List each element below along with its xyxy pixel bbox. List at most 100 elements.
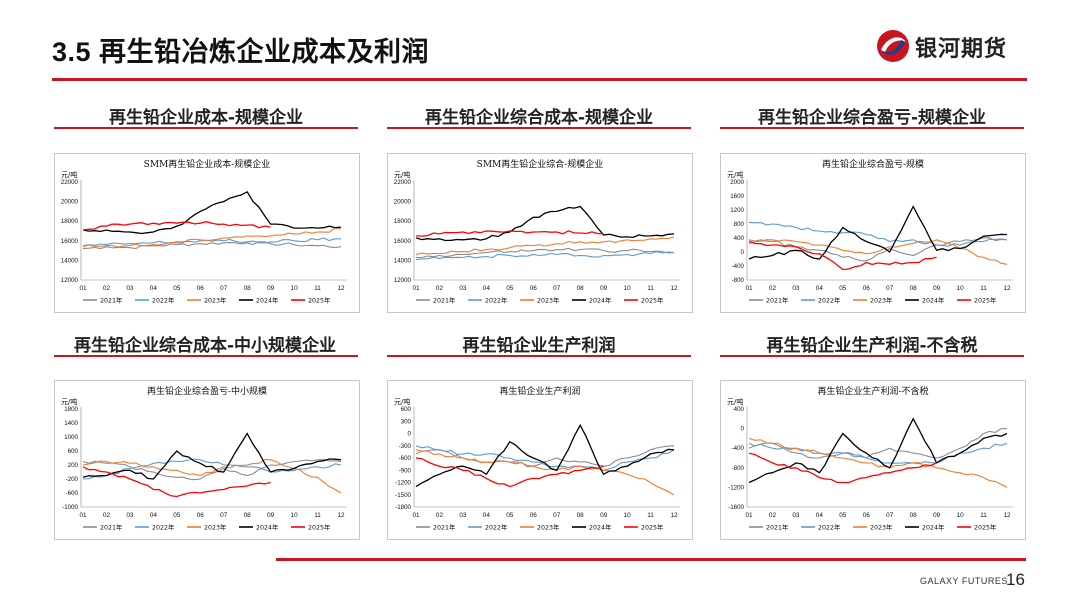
x-tick-label: 12	[1003, 285, 1011, 292]
series-line-2021	[748, 237, 1008, 262]
x-tick-label: 10	[624, 512, 632, 519]
x-tick-label: 06	[863, 285, 871, 292]
x-tick-label: 01	[79, 285, 87, 292]
y-tick-label: -600	[66, 490, 79, 497]
y-tick-label: -1200	[395, 480, 411, 487]
legend-label: 2021年	[100, 523, 122, 532]
x-tick-label: 09	[267, 285, 275, 292]
x-tick-label: 10	[291, 512, 299, 519]
legend-label: 2021年	[100, 296, 122, 305]
x-tick-label: 12	[337, 285, 345, 292]
series-line-2024	[415, 423, 675, 488]
series-line-2025	[415, 230, 604, 237]
y-axis-unit-label: 元/吨	[727, 397, 743, 406]
y-tick-label: 20000	[394, 199, 412, 206]
x-tick-label: 01	[412, 512, 420, 519]
y-tick-label: 600	[68, 448, 79, 455]
y-axis-unit-label: 元/吨	[394, 397, 410, 406]
section-header-4: 再生铅企业综合成本-中小规模企业	[73, 336, 337, 356]
legend-label: 2022年	[152, 523, 174, 532]
y-tick-label: 14000	[61, 257, 79, 264]
section-rule-2	[387, 127, 691, 129]
series-line-2023	[415, 449, 675, 496]
series-line-2024	[82, 190, 342, 235]
series-line-2024	[748, 205, 1008, 260]
y-tick-label: 16000	[61, 238, 79, 245]
y-tick-label: 12000	[394, 277, 412, 284]
legend-label: 2024年	[922, 523, 944, 532]
x-tick-label: 10	[957, 285, 965, 292]
x-tick-label: 09	[933, 285, 941, 292]
x-tick-label: 08	[577, 512, 585, 519]
y-tick-label: -400	[732, 445, 745, 452]
x-tick-label: 11	[980, 285, 987, 292]
legend-label: 2021年	[766, 523, 788, 532]
x-tick-label: 09	[600, 512, 608, 519]
legend-label: 2022年	[818, 523, 840, 532]
x-tick-label: 11	[647, 512, 654, 519]
y-tick-label: 0	[741, 426, 745, 433]
chart-title: SMM再生铅企业成本-规模企业	[144, 158, 271, 170]
x-tick-label: 02	[769, 285, 777, 292]
series-line-2021	[82, 458, 342, 481]
x-tick-label: 04	[150, 512, 158, 519]
series-line-2023	[415, 236, 675, 256]
series-line-2021	[82, 241, 342, 250]
legend-label: 2025年	[308, 296, 330, 305]
slide-title: 3.5 再生铅冶炼企业成本及利润	[52, 37, 430, 67]
y-tick-label: 20000	[61, 199, 79, 206]
legend-label: 2025年	[641, 296, 663, 305]
chart-title: 再生铅企业综合盈亏-规模	[822, 158, 924, 170]
series-line-2024	[82, 432, 342, 480]
y-tick-label: 800	[734, 221, 745, 228]
y-tick-label: -1600	[728, 504, 744, 511]
title-divider	[52, 78, 1027, 81]
logo-text: 银河期货	[915, 37, 1008, 62]
series-line-2025	[748, 452, 937, 484]
y-tick-label: 0	[408, 431, 412, 438]
chart-panel-1: SMM再生铅企业成本-规模企业 元/吨 22000 20000 18000 16000 14…	[54, 153, 360, 313]
y-tick-label: 22000	[394, 179, 412, 186]
legend-label: 2021年	[433, 523, 455, 532]
series-line-2021	[748, 428, 1008, 459]
x-tick-label: 03	[126, 285, 134, 292]
y-tick-label: 22000	[61, 179, 79, 186]
x-tick-label: 03	[792, 285, 800, 292]
legend-label: 2023年	[204, 523, 226, 532]
legend-label: 2023年	[537, 296, 559, 305]
x-tick-label: 01	[79, 512, 87, 519]
x-tick-label: 09	[600, 285, 608, 292]
y-tick-label: 18000	[394, 218, 412, 225]
legend-label: 2024年	[589, 523, 611, 532]
galaxy-logo-icon	[877, 30, 909, 62]
section-header-5: 再生铅企业生产利润	[462, 336, 616, 356]
legend-label: 2023年	[870, 523, 892, 532]
chart-panel-5: 再生铅企业生产利润 元/吨 600 300 0 -300 -600 -900 -1200 -150…	[387, 380, 693, 540]
x-tick-label: 08	[910, 512, 918, 519]
x-tick-label: 05	[506, 512, 514, 519]
chart-title: SMM再生铅企业综合-规模企业	[477, 158, 604, 170]
series-line-2022	[82, 237, 341, 247]
x-tick-label: 07	[553, 512, 561, 519]
y-tick-label: -600	[399, 455, 412, 462]
y-tick-label: 1000	[64, 434, 78, 441]
x-tick-label: 06	[530, 285, 538, 292]
y-tick-label: -400	[732, 263, 745, 270]
section-header-6: 再生铅企业生产利润-不含税	[766, 336, 978, 356]
x-tick-label: 12	[670, 512, 678, 519]
x-tick-label: 12	[1003, 512, 1011, 519]
x-tick-label: 12	[670, 285, 678, 292]
y-tick-label: 1400	[64, 420, 78, 427]
chart-panel-2: SMM再生铅企业综合-规模企业 元/吨 22000 20000 18000 16000 14…	[387, 153, 693, 313]
y-tick-label: 1800	[64, 406, 78, 413]
footer-brand: GALAXY FUTURES	[920, 576, 1008, 586]
x-tick-label: 04	[150, 285, 158, 292]
legend-label: 2025年	[641, 523, 663, 532]
x-tick-label: 06	[863, 512, 871, 519]
y-tick-label: -800	[732, 465, 745, 472]
legend-label: 2021年	[766, 296, 788, 305]
legend-label: 2021年	[433, 296, 455, 305]
